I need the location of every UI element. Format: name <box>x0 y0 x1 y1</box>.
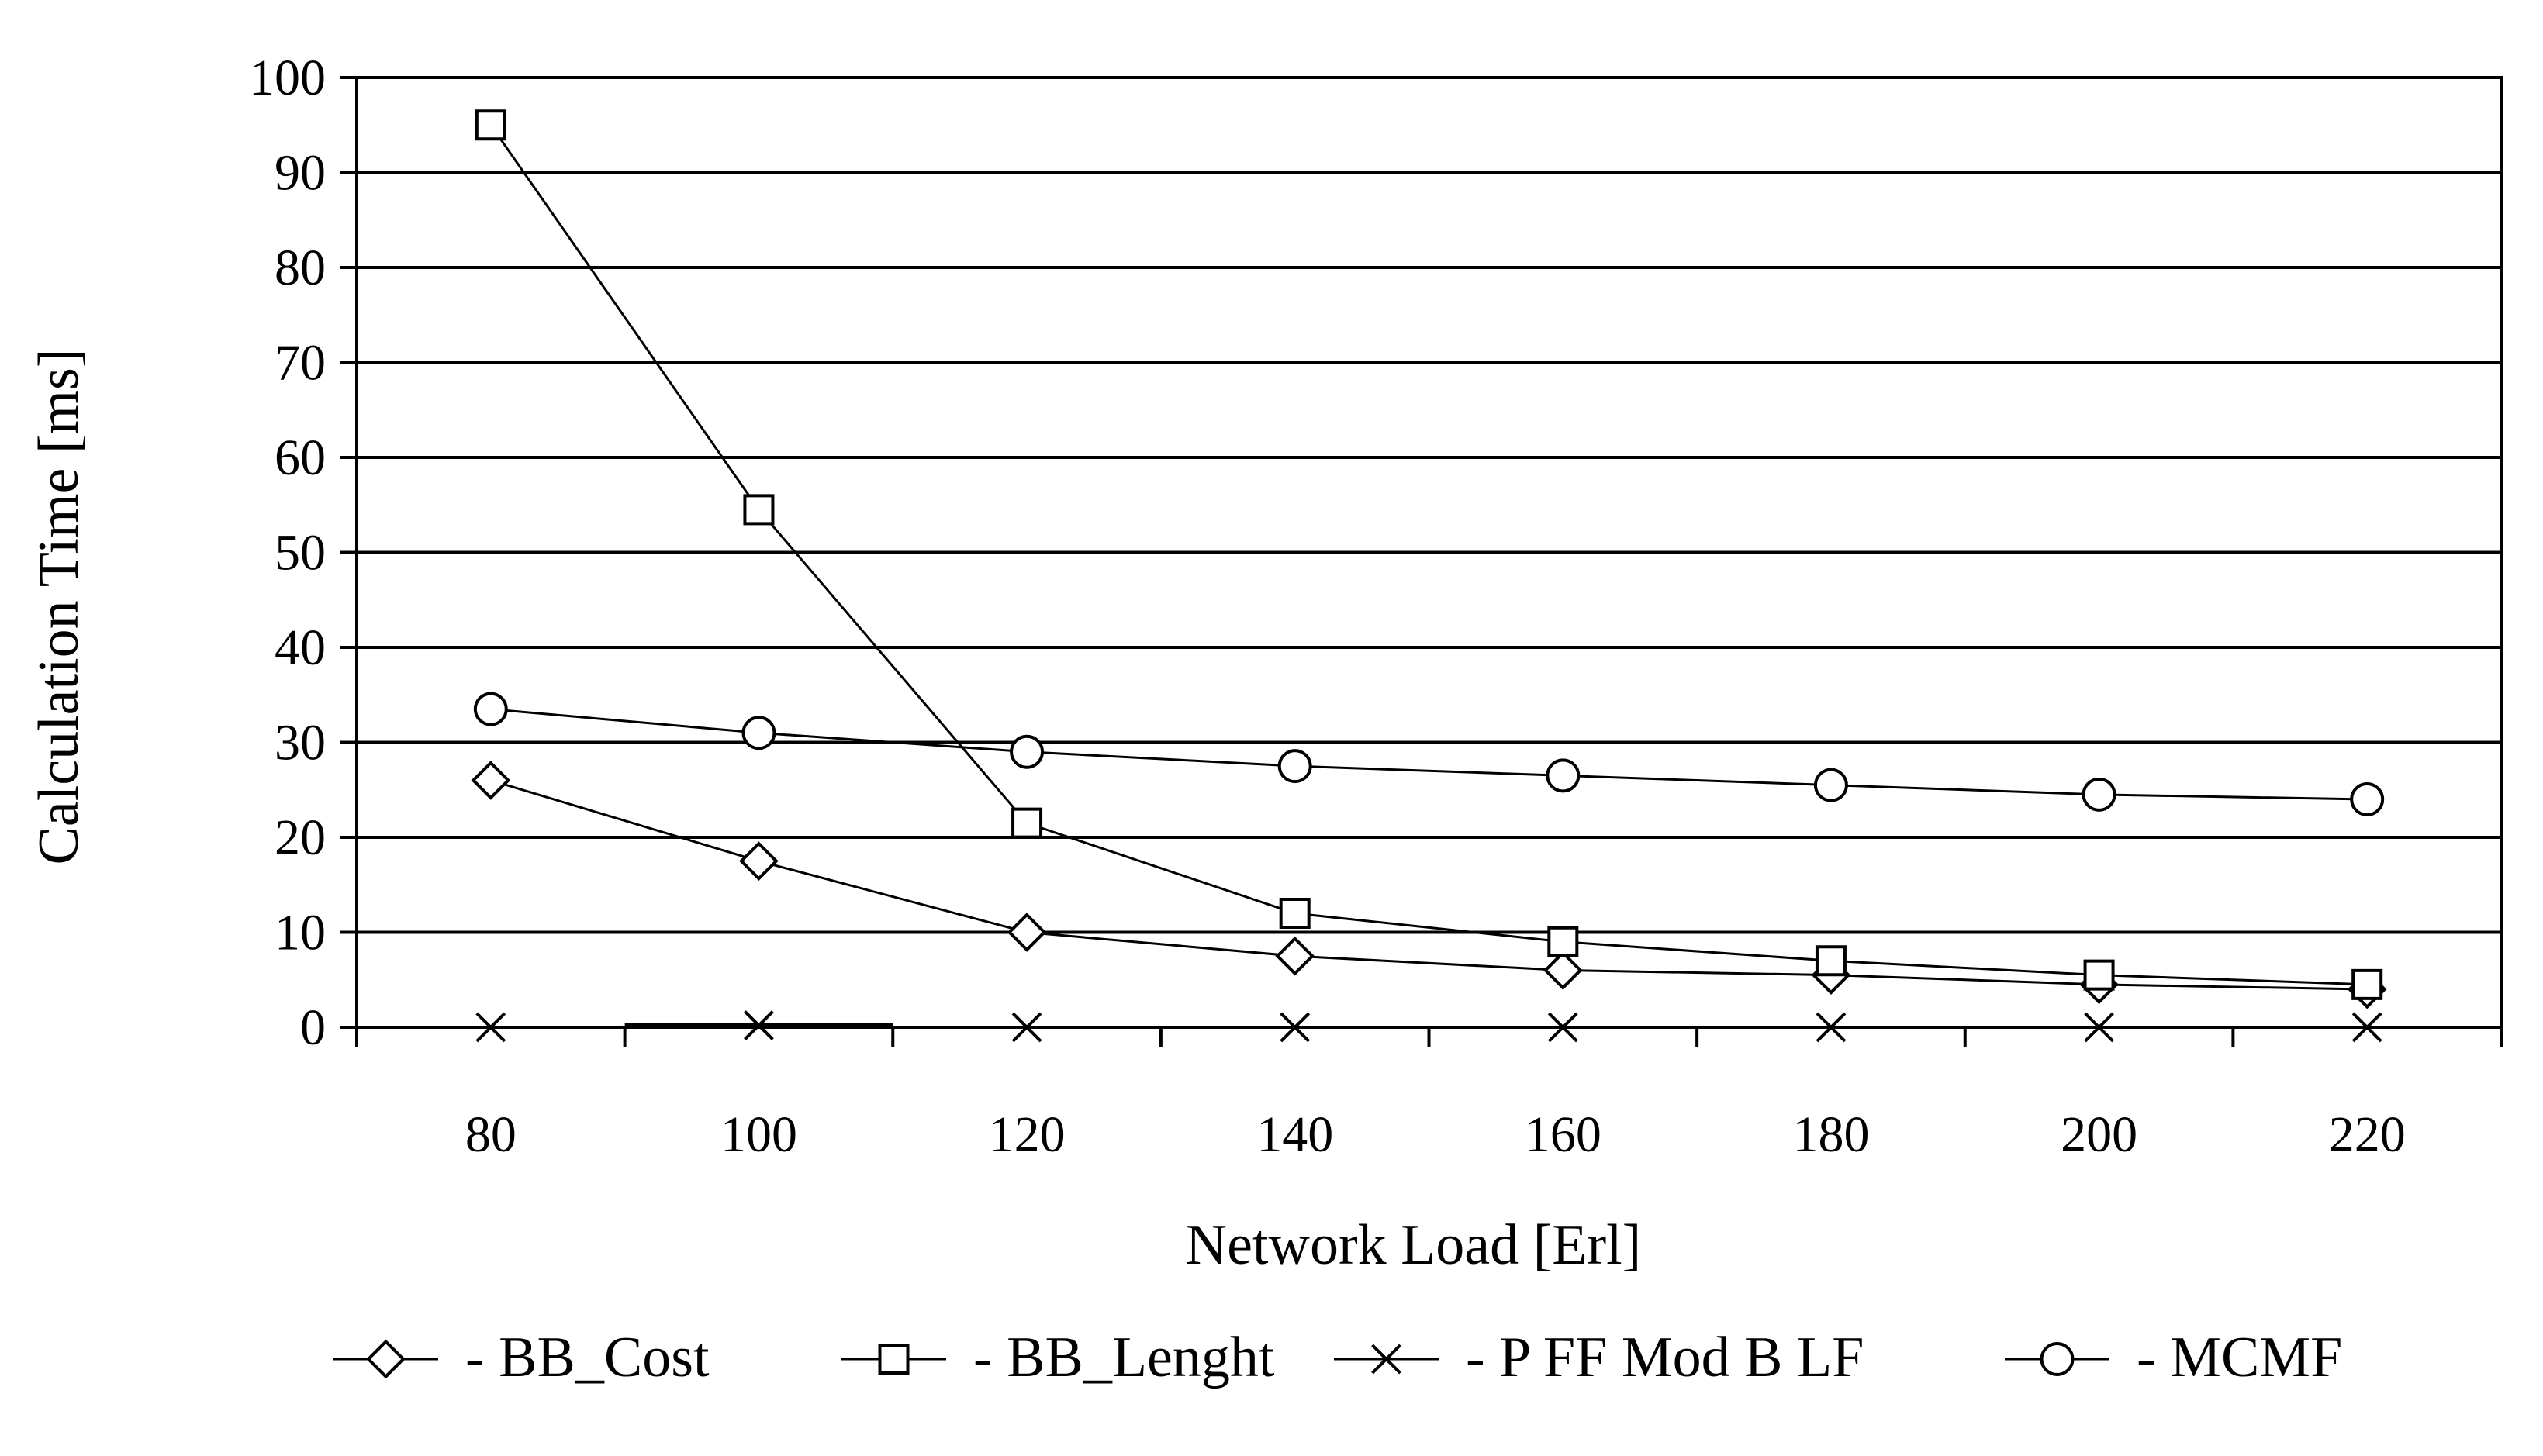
y-tick-label: 30 <box>275 715 326 771</box>
legend-entry: - BB_Cost <box>333 1326 710 1389</box>
data-point-circle <box>1546 758 1581 793</box>
x-tick-label: 80 <box>465 1106 517 1163</box>
x-tick-label: 120 <box>989 1106 1066 1163</box>
y-tick-label: 10 <box>275 905 326 961</box>
legend-marker-x <box>1371 1344 1401 1375</box>
data-point-x <box>1280 1012 1311 1043</box>
series-x <box>475 1010 2382 1043</box>
y-tick-label: 0 <box>300 999 326 1056</box>
data-point-square <box>743 494 775 526</box>
data-point-diamond <box>1275 936 1315 976</box>
data-point-diamond <box>1007 913 1047 952</box>
y-tick-label: 80 <box>275 240 326 296</box>
series-circle <box>473 692 2385 816</box>
legend-marker-square <box>878 1344 910 1375</box>
series-line <box>489 124 2368 986</box>
data-point-circle <box>2082 777 2116 812</box>
legend-marker-circle <box>2040 1342 2075 1376</box>
series-line <box>490 708 2368 801</box>
x-axis-ticks: 80 100 120 140 160 180 200 220 <box>355 1027 2503 1163</box>
x-tick-label: 180 <box>1792 1106 1869 1163</box>
x-tick-label: 160 <box>1525 1106 1601 1163</box>
data-point-circle <box>1813 768 1848 802</box>
data-point-square <box>475 109 506 141</box>
legend-entry: - MCMF <box>2005 1326 2342 1389</box>
legend-label: - MCMF <box>2137 1326 2342 1389</box>
data-point-x <box>1011 1012 1042 1043</box>
data-point-circle <box>2350 782 2385 816</box>
baseline-highlight <box>624 1023 893 1028</box>
y-tick-label: 50 <box>275 525 326 581</box>
y-tick-label: 20 <box>275 809 326 866</box>
x-tick-label: 140 <box>1256 1106 1333 1163</box>
data-point-square <box>2351 968 2383 1000</box>
legend-label: - BB_Cost <box>465 1326 710 1389</box>
legend: - BB_Cost - BB_Lenght - P FF Mod B LF - MCM… <box>333 1326 2342 1389</box>
y-tick-label: 70 <box>275 335 326 392</box>
data-point-square <box>1815 945 1847 977</box>
data-point-diamond <box>1543 951 1583 990</box>
y-axis-label: Calculation Time [ms] <box>27 349 91 865</box>
x-tick-label: 100 <box>720 1106 797 1163</box>
data-point-circle <box>1010 734 1045 769</box>
legend-entry: - P FF Mod B LF <box>1334 1326 1864 1389</box>
legend-label: - P FF Mod B LF <box>1466 1326 1864 1389</box>
y-tick-label: 100 <box>249 50 326 106</box>
legend-entry: - BB_Lenght <box>841 1326 1275 1389</box>
data-point-circle <box>473 692 508 726</box>
series-line <box>490 779 2368 991</box>
legend-marker-diamond <box>366 1339 406 1379</box>
data-point-x <box>475 1012 506 1043</box>
series-diamond <box>471 761 2387 1009</box>
x-tick-label: 200 <box>2061 1106 2137 1163</box>
y-axis-ticks: 0 10 20 30 40 50 60 70 80 90 100 <box>249 50 357 1056</box>
data-point-square <box>1547 926 1579 957</box>
data-point-square <box>1011 807 1043 839</box>
series-group <box>471 109 2387 1043</box>
data-point-circle <box>1277 749 1312 784</box>
y-tick-label: 90 <box>275 145 326 202</box>
data-point-x <box>2351 1012 2382 1043</box>
data-point-circle <box>741 716 776 750</box>
data-point-diamond <box>471 761 511 800</box>
series-square <box>475 109 2383 1000</box>
x-tick-label: 220 <box>2329 1106 2406 1163</box>
legend-label: - BB_Lenght <box>973 1326 1275 1389</box>
x-axis-label: Network Load [Erl] <box>1186 1213 1642 1277</box>
data-point-x <box>1816 1012 1847 1043</box>
data-point-square <box>2083 959 2115 991</box>
y-tick-label: 60 <box>275 430 326 486</box>
data-point-square <box>1279 898 1311 929</box>
y-tick-label: 40 <box>275 619 326 676</box>
gridlines <box>357 171 2501 934</box>
data-point-x <box>1547 1012 1578 1043</box>
data-point-x <box>2084 1012 2114 1043</box>
data-point-diamond <box>739 841 779 881</box>
